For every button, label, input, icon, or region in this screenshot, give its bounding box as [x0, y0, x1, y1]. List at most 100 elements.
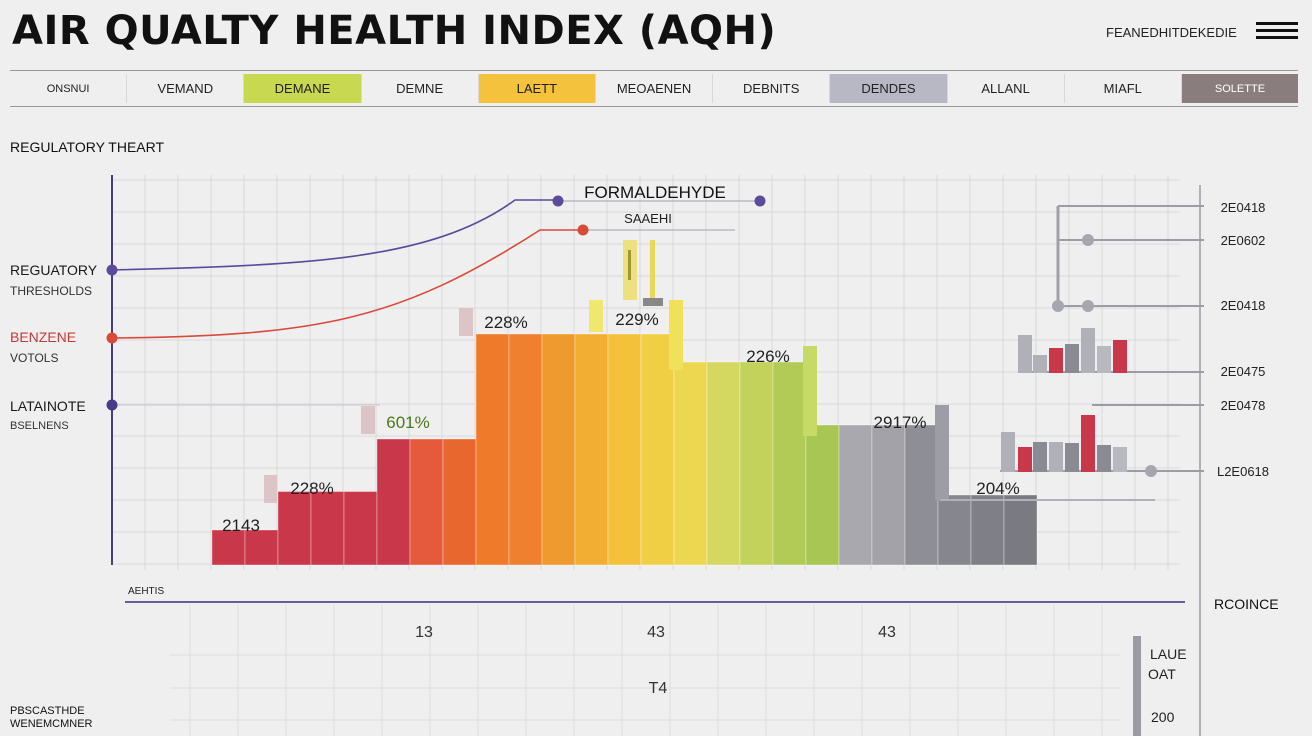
tab-solette[interactable]: SOLETTE: [1181, 74, 1299, 103]
tab-dendes[interactable]: DENDES: [830, 74, 948, 103]
data-label: 226%: [746, 347, 789, 366]
data-label: 229%: [615, 310, 658, 329]
right-axis-tick: 2E0478: [1221, 398, 1266, 413]
mini-bar: [1113, 340, 1127, 373]
bar: [508, 333, 543, 566]
hamburger-menu-icon[interactable]: [1256, 22, 1298, 40]
right-axis-tick: 2E0418: [1221, 298, 1266, 313]
mini-bar: [1018, 447, 1032, 472]
data-label: 204%: [976, 479, 1019, 498]
mini-bar: [1018, 335, 1032, 373]
tab-meoaenen[interactable]: MEOAENEN: [596, 74, 714, 103]
bar: [1003, 494, 1038, 566]
connector-column: [264, 475, 277, 503]
regulatory-label: REGUATORY THRESHOLDS: [10, 262, 97, 298]
mini-bar: [1113, 447, 1127, 472]
bar: [640, 333, 675, 566]
connector-column: [935, 405, 949, 500]
benzene-label: BENZENE VOTOLS: [10, 329, 76, 365]
mini-bar: [1097, 346, 1111, 373]
bar: [871, 424, 906, 566]
regulatory-label-title: REGUATORY: [10, 262, 98, 278]
right-axis-tick: 2E0418: [1221, 200, 1266, 215]
bar: [442, 438, 477, 566]
bar: [376, 438, 411, 566]
series-point: [552, 195, 564, 207]
tab-demne[interactable]: DEMNE: [362, 74, 479, 103]
data-label: 228%: [290, 479, 333, 498]
connector-column: [589, 300, 603, 332]
mini-bar: [1049, 348, 1063, 373]
mini-bar: [1001, 432, 1015, 472]
chart-subtitle: SAAEHI: [624, 211, 672, 226]
series-point: [577, 224, 589, 236]
tab-miafl[interactable]: MIAFL: [1065, 74, 1182, 103]
right-axis-label: RCOINCE: [1214, 596, 1279, 612]
bar: [475, 333, 510, 566]
bar: [574, 333, 609, 566]
bar: [904, 424, 939, 566]
benzene-line: [111, 229, 580, 339]
right-marker: [1082, 234, 1094, 246]
legend-entry: OAT: [1148, 666, 1176, 682]
category-tabs: ONSNUI VEMAND DEMANE DEMNE LAETT MEOAENEN DEBN…: [10, 74, 1299, 103]
bar: [310, 491, 345, 566]
bar: [409, 438, 444, 566]
page-title: AIR QUALTY HEALTH INDEX (AQH): [12, 8, 777, 54]
data-label: 2143: [222, 516, 260, 535]
connector-tick: [643, 298, 663, 306]
right-marker: [1145, 465, 1157, 477]
benzene-label-sub: VOTOLS: [10, 351, 59, 365]
tab-vemand[interactable]: VEMAND: [127, 74, 245, 103]
bar: [277, 491, 312, 566]
tab-allanl[interactable]: ALLANL: [948, 74, 1065, 103]
legend-entry: 200: [1151, 709, 1175, 725]
connector-column: [669, 300, 683, 370]
series-point: [754, 195, 766, 207]
mini-bar: [1049, 442, 1063, 472]
mini-bar: [1033, 442, 1047, 472]
series-point: [106, 332, 118, 344]
footnote-line: WENEMCMNER: [10, 718, 93, 730]
tab-onsnui[interactable]: ONSNUI: [10, 74, 128, 103]
tab-laett[interactable]: LAETT: [478, 74, 596, 103]
mini-bar: [1097, 445, 1111, 472]
top-divider: [10, 70, 1298, 71]
bar: [343, 491, 378, 566]
bar: [706, 361, 741, 566]
bar: [739, 361, 774, 566]
regulatory-threshold-line: [111, 199, 560, 271]
chart-title: FORMALDEHYDE: [584, 183, 726, 202]
bar: [970, 494, 1005, 566]
header-link[interactable]: FEANEDHITDEKEDIE: [1106, 25, 1237, 40]
bottom-value: T4: [649, 680, 668, 697]
series-point: [106, 264, 118, 276]
bar: [211, 529, 246, 566]
bar: [244, 529, 279, 566]
connector-column: [459, 308, 473, 336]
bottom-value: 43: [878, 624, 896, 641]
latainote-label-sub: BSELNENS: [10, 420, 69, 432]
latainote-label: LATAINOTE BSELNENS: [10, 398, 86, 432]
data-label: 2917%: [874, 413, 927, 432]
mini-bar: [1081, 415, 1095, 472]
mini-bar: [1033, 355, 1047, 373]
bar: [937, 494, 972, 566]
bar: [673, 361, 708, 566]
right-axis-tick: 2E0602: [1221, 233, 1266, 248]
series-point: [106, 399, 118, 411]
bar: [607, 333, 642, 566]
section-title: REGULATORY THEART: [10, 139, 165, 155]
tab-debnits[interactable]: DEBNITS: [713, 74, 831, 103]
bottom-value: 13: [415, 624, 433, 641]
latainote-label-title: LATAINOTE: [10, 398, 86, 414]
tab-demane[interactable]: DEMANE: [244, 74, 362, 103]
mini-bar: [1065, 443, 1079, 472]
right-axis-tick: 2E0475: [1221, 364, 1266, 379]
right-marker: [1082, 300, 1094, 312]
mini-bar: [1065, 344, 1079, 373]
regulatory-label-sub: THRESHOLDS: [10, 284, 93, 298]
legend-bar: [1133, 636, 1141, 736]
bar: [805, 424, 840, 566]
